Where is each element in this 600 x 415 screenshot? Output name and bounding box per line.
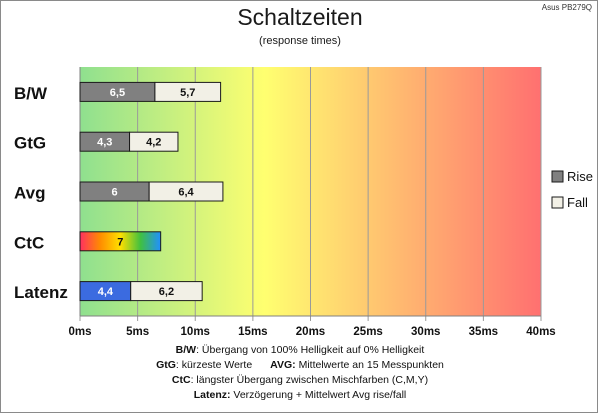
category-label: GtG [14, 134, 46, 153]
note-latenz: Latenz: Verzögerung + Mittelwert Avg ris… [193, 389, 407, 401]
x-tick-label: 15ms [238, 326, 267, 338]
category-labels: B/W GtG Avg CtC Latenz [14, 84, 68, 302]
bar-value-label: 6,4 [178, 187, 194, 199]
legend-swatch-rise [551, 170, 564, 183]
chart-title: Schaltzeiten [237, 4, 363, 30]
x-tick-label: 35ms [469, 326, 498, 338]
legend-swatch-fall [551, 196, 564, 209]
bar-value-label: 6,5 [110, 87, 125, 99]
x-tick-label: 40ms [526, 326, 555, 338]
legend-notes: B/W: Übergang von 100% Helligkeit auf 0%… [0, 343, 600, 403]
chart-subtitle: (response times) [259, 35, 341, 47]
note-ctc: CtC: längster Übergang zwischen Mischfar… [171, 374, 429, 386]
bar-value-label: 4,2 [146, 137, 161, 149]
grid-lines [79, 67, 542, 321]
bar-fall [129, 131, 179, 152]
legend-label-fall: Fall [567, 195, 588, 210]
x-tick-label: 10ms [181, 326, 210, 338]
bar-value-label: 6 [112, 187, 118, 199]
category-label: Latenz [14, 283, 68, 302]
note-bw: B/W: Übergang von 100% Helligkeit auf 0%… [175, 344, 425, 356]
bar-rise [79, 231, 162, 252]
bar-fall [154, 81, 222, 102]
bars: 6,5 5,7 4,3 4,2 6 6,4 7 4,4 6,2 [79, 81, 224, 302]
x-tick-label: 20ms [296, 326, 325, 338]
x-axis-ticks: 0ms 5ms 10ms 15ms 20ms 25ms 30ms 35ms 40ms [68, 326, 555, 338]
bar-fall [148, 181, 224, 202]
note-gtg-avg: GtG: kürzeste Werte AVG: Mittelwerte an 1… [156, 359, 444, 371]
bar-value-label: 7 [117, 236, 123, 248]
category-label: B/W [14, 84, 48, 103]
x-tick-label: 30ms [411, 326, 440, 338]
bar-value-label: 6,2 [159, 286, 174, 298]
category-label: CtC [14, 233, 44, 252]
monitor-model-label: Asus PB279Q [541, 3, 592, 12]
category-label: Avg [14, 184, 46, 203]
bar-fall [130, 281, 203, 302]
bar-chart: 0ms 5ms 10ms 15ms 20ms 25ms 30ms 35ms 40ms 6,5 5,… [14, 67, 593, 338]
x-tick-label: 0ms [68, 326, 91, 338]
bar-value-label: 4,3 [97, 137, 112, 149]
x-tick-label: 5ms [126, 326, 149, 338]
bar-value-label: 5,7 [180, 87, 195, 99]
legend: Rise Fall [551, 169, 593, 210]
legend-label-rise: Rise [567, 169, 593, 184]
bar-value-label: 4,4 [98, 286, 114, 298]
x-tick-label: 25ms [353, 326, 382, 338]
